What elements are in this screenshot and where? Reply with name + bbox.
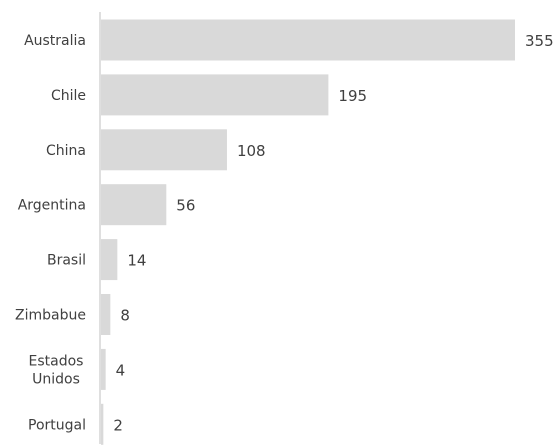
category-label: Australia	[24, 33, 86, 49]
value-label: 56	[176, 197, 195, 215]
category-label: Argentina	[18, 198, 86, 214]
value-label: 2	[113, 416, 123, 434]
category-label: Brasil	[47, 253, 86, 269]
category-label: China	[46, 143, 86, 159]
value-label: 4	[116, 361, 126, 379]
bars-layer	[101, 19, 515, 445]
bar	[101, 129, 227, 171]
category-label: Estados Unidos	[29, 353, 84, 387]
bar	[101, 403, 104, 445]
bar	[101, 348, 106, 390]
bar	[101, 19, 515, 61]
value-label: 355	[525, 32, 554, 50]
category-label: Chile	[51, 88, 86, 104]
value-label: 108	[237, 142, 266, 160]
value-label: 8	[120, 307, 130, 325]
bar	[101, 184, 167, 226]
category-label: Zimbabue	[15, 308, 86, 324]
value-label: 195	[338, 87, 367, 105]
labels-layer: Australia 355 Chile 195 China 108 Argentina 56 B…	[15, 32, 554, 434]
bar	[101, 239, 118, 281]
bar	[101, 74, 329, 116]
category-label: Portugal	[28, 417, 86, 433]
value-label: 14	[127, 252, 146, 270]
bar	[101, 294, 111, 335]
